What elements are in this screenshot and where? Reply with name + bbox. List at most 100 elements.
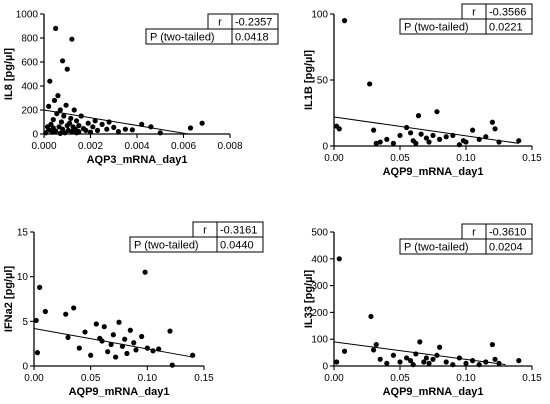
data-point bbox=[122, 126, 128, 132]
data-point bbox=[71, 305, 77, 311]
data-point bbox=[42, 308, 48, 315]
data-point bbox=[63, 102, 69, 108]
x-tick-label: 0.05 bbox=[390, 153, 410, 164]
y-tick-label: 0 bbox=[322, 362, 328, 373]
data-point bbox=[76, 345, 82, 351]
data-point bbox=[407, 358, 414, 364]
x-tick-label: 0.10 bbox=[138, 373, 158, 384]
data-point bbox=[68, 115, 74, 121]
regression-line bbox=[33, 327, 193, 358]
data-point bbox=[150, 348, 156, 354]
y-tick-label: 15 bbox=[17, 228, 29, 239]
data-point bbox=[58, 119, 65, 125]
data-point bbox=[489, 341, 495, 348]
data-point bbox=[106, 119, 112, 125]
data-point bbox=[341, 348, 348, 354]
x-tick-label: 0.15 bbox=[194, 373, 214, 384]
data-point bbox=[450, 362, 456, 368]
x-tick-label: 0.15 bbox=[522, 373, 542, 384]
regression-line bbox=[333, 341, 506, 366]
data-point bbox=[371, 127, 377, 133]
x-tick-label: 0.00 bbox=[324, 153, 344, 164]
data-point bbox=[415, 113, 422, 119]
y-tick-label: 200 bbox=[21, 106, 38, 117]
data-point bbox=[122, 336, 128, 342]
y-axis-title: IL1B [pg/µl] bbox=[303, 50, 315, 110]
data-point bbox=[410, 362, 416, 368]
data-point bbox=[367, 81, 373, 87]
x-axis-title: AQP3_mRNA_day1 bbox=[87, 154, 188, 166]
stats-r-value: -0.3610 bbox=[489, 227, 526, 239]
data-point bbox=[148, 124, 154, 130]
y-tick-label: 100 bbox=[311, 335, 328, 346]
data-point bbox=[404, 355, 410, 361]
data-point bbox=[127, 327, 133, 333]
data-point bbox=[82, 329, 88, 335]
data-point bbox=[60, 58, 66, 64]
data-point bbox=[418, 131, 424, 137]
data-point bbox=[101, 324, 107, 330]
data-point bbox=[50, 117, 56, 123]
y-tick-label: 0 bbox=[32, 130, 38, 141]
data-point bbox=[483, 359, 489, 365]
data-point bbox=[93, 321, 99, 327]
data-point bbox=[33, 317, 39, 324]
data-point bbox=[119, 343, 125, 349]
data-point bbox=[57, 107, 63, 113]
scatter-panel-1: 0.000 0.002 0.004 0.006 0.008 0 200 400 600 800 10… bbox=[3, 10, 279, 166]
data-point bbox=[99, 121, 105, 127]
data-point bbox=[496, 360, 502, 366]
data-point bbox=[483, 134, 489, 140]
data-point bbox=[443, 134, 449, 140]
data-point bbox=[71, 107, 77, 113]
stats-p-value: 0.0440 bbox=[220, 240, 254, 252]
data-point bbox=[384, 360, 390, 366]
y-axis-title: IL8 [pg/µl] bbox=[3, 48, 15, 101]
data-point bbox=[63, 311, 69, 317]
y-tick-label: 50 bbox=[317, 76, 329, 87]
stats-p-value: 0.0418 bbox=[235, 32, 269, 44]
data-point bbox=[437, 136, 443, 142]
stats-r-label: r bbox=[203, 225, 207, 237]
stats-r-label: r bbox=[218, 17, 222, 29]
data-point bbox=[199, 120, 205, 126]
data-point bbox=[53, 25, 59, 31]
data-point bbox=[73, 118, 80, 124]
data-point bbox=[94, 127, 101, 133]
data-point bbox=[99, 338, 105, 344]
data-point bbox=[336, 126, 342, 132]
data-point bbox=[450, 132, 456, 139]
scatter-panel-3: 0.00 0.05 0.10 0.15 0 5 10 15 AQP9_mRNA_day1 IFNa… bbox=[3, 221, 264, 398]
y-tick-label: 10 bbox=[17, 272, 29, 283]
data-point bbox=[87, 129, 94, 135]
data-point bbox=[88, 352, 94, 358]
stats-table: r -0.3161 P (two-tailed) 0.0440 bbox=[129, 221, 264, 253]
x-tick-label: 0.00 bbox=[324, 373, 344, 384]
data-point bbox=[368, 313, 374, 320]
data-point bbox=[61, 113, 67, 119]
data-point bbox=[55, 93, 61, 99]
stats-r-value: -0.3566 bbox=[489, 7, 526, 19]
data-point bbox=[46, 103, 52, 109]
stats-table: r -0.3566 P (two-tailed) 0.0221 bbox=[399, 3, 533, 35]
stats-p-value-cell bbox=[485, 238, 533, 255]
data-point bbox=[105, 349, 111, 355]
data-point bbox=[57, 130, 63, 136]
y-tick-label: 0 bbox=[22, 362, 28, 373]
data-point bbox=[430, 356, 436, 362]
data-point bbox=[516, 138, 522, 144]
data-point bbox=[404, 124, 410, 131]
y-tick-label: 200 bbox=[311, 308, 328, 319]
scatter-panel-2: 0.00 0.05 0.10 0.15 0 50 100 AQP9_mRNA_day1 IL1B… bbox=[303, 3, 542, 178]
x-tick-label: 0.008 bbox=[217, 141, 242, 152]
x-tick-label: 0.05 bbox=[390, 373, 410, 384]
data-point bbox=[463, 360, 469, 366]
data-point bbox=[423, 355, 429, 361]
stats-p-label: P (two-tailed) bbox=[150, 32, 215, 44]
regression-line bbox=[43, 109, 189, 135]
data-point bbox=[434, 109, 440, 115]
data-point bbox=[430, 132, 436, 139]
stats-p-value-cell bbox=[216, 236, 264, 253]
x-tick-label: 0.002 bbox=[78, 141, 103, 152]
